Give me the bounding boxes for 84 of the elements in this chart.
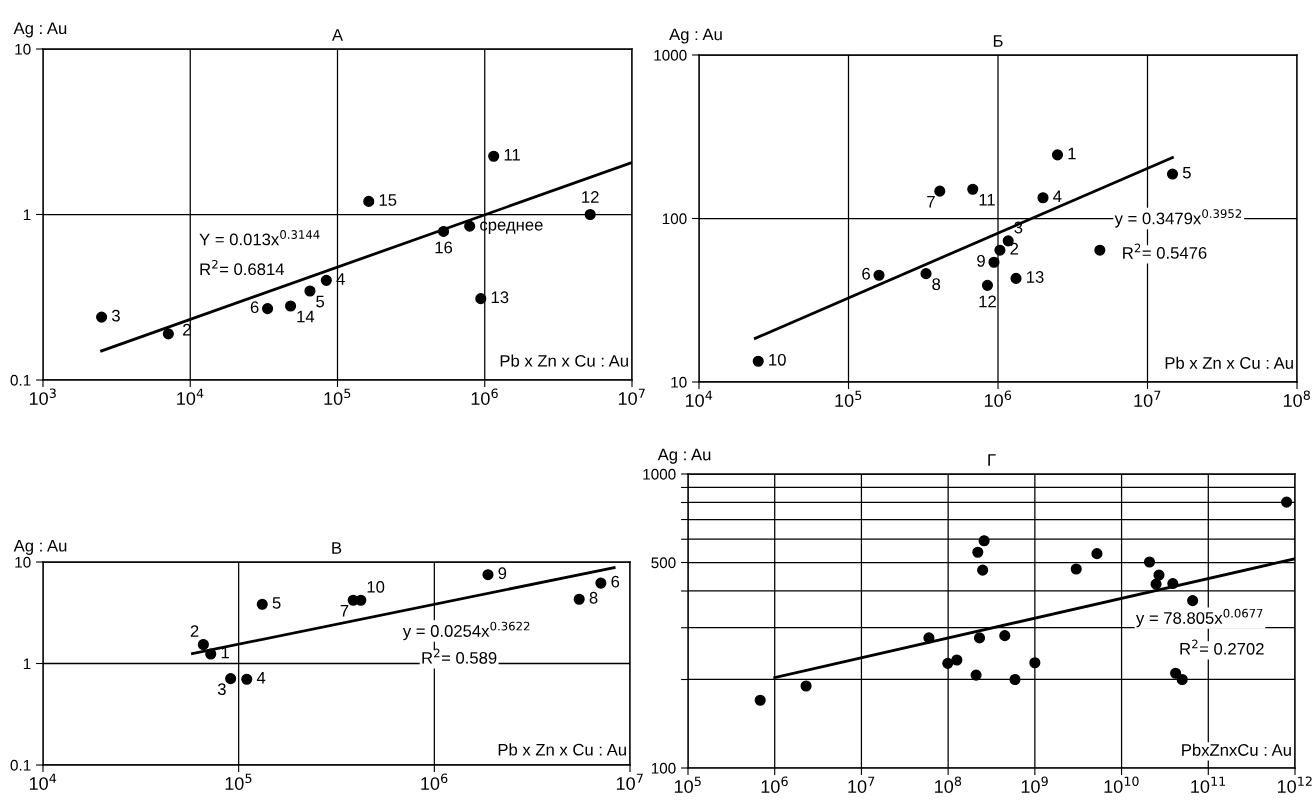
x-tick-label: 10$^{4}$: [29, 773, 57, 790]
annotation: 6: [862, 267, 870, 280]
x-tick-label: 10$^{5}$: [835, 390, 862, 407]
annotation: 7: [927, 195, 935, 208]
y-axis-title: Ag : Au: [13, 539, 67, 555]
annotation: 3: [111, 309, 120, 322]
annotation: 2: [190, 625, 199, 637]
annotation: R$^{2}$= 0.2702: [1180, 639, 1264, 655]
x-tick-label: 10$^{8}$: [1283, 390, 1310, 407]
annotation: 5: [1182, 166, 1191, 179]
chart-title: Г: [988, 454, 996, 466]
x-tick-label: 10$^{11}$: [1191, 776, 1226, 793]
annotation: 9: [498, 567, 507, 580]
annotation: 5: [272, 597, 281, 609]
annotation: 7: [340, 605, 349, 617]
y-tick-label: 100: [662, 213, 687, 225]
annotation: 16: [435, 241, 453, 254]
annotation: y = 78.805x$^{0.0677}$: [1136, 608, 1263, 628]
x-tick-label: 10$^{7}$: [618, 388, 645, 405]
annotation: 9: [977, 254, 985, 267]
x-tick-label: 10$^{8}$: [935, 776, 962, 793]
annotation: R$^{2}$= 0.5476: [1123, 243, 1207, 259]
annotation: 4: [1053, 190, 1062, 203]
annotation: 10: [769, 353, 786, 366]
annotation: 11: [979, 194, 995, 206]
y-axis-title: Ag : Au: [657, 448, 711, 464]
annotation: 13: [1027, 271, 1044, 283]
annotation: 12: [979, 295, 996, 308]
annotation: y = 0.3479x$^{0.3952}$: [1114, 209, 1242, 228]
annotation: 14: [297, 310, 315, 323]
y-tick-label: 10: [671, 376, 687, 388]
annotation: Y = 0.013x$^{0.3144}$: [199, 230, 320, 246]
annotation: 8: [932, 278, 941, 291]
y-tick-label: 0.1: [10, 374, 31, 386]
x-tick-label: 10$^{4}$: [177, 388, 204, 405]
x-tick-label: 10$^{6}$: [761, 776, 788, 793]
annotation: R$^{2}$= 0.6814: [200, 259, 285, 276]
x-axis-title: Pb x Zn x Cu : Au: [1165, 356, 1293, 369]
x-axis-title: PbxZnxCu : Au: [1182, 743, 1291, 756]
annotation: R$^{2}$= 0.589: [422, 648, 497, 664]
x-tick-label: 10$^{7}$: [616, 773, 643, 790]
annotation: 13: [491, 291, 509, 304]
x-axis-title: Pb x Zn x Cu : Au: [500, 354, 628, 367]
x-tick-label: 10$^{7}$: [1134, 390, 1161, 407]
y-tick-label: 0.1: [10, 759, 31, 771]
annotation: 4: [256, 672, 266, 684]
y-tick-label: 500: [651, 557, 676, 569]
annotation: 6: [611, 575, 620, 588]
annotation: y = 0.0254x$^{0.3622}$: [402, 621, 530, 641]
annotation: 2: [1010, 242, 1019, 255]
chart-title: А: [331, 29, 344, 41]
annotation: 12: [582, 191, 599, 203]
x-tick-label: 10$^{6}$: [984, 390, 1012, 407]
annotation: 8: [589, 591, 598, 604]
x-tick-label: 10$^{7}$: [848, 776, 875, 793]
y-axis-title: Ag : Au: [13, 22, 67, 38]
x-tick-label: 10$^{5}$: [225, 773, 252, 790]
y-tick-label: 1000: [654, 49, 687, 61]
x-tick-label: 10$^{5}$: [324, 388, 351, 405]
y-tick-label: 10: [15, 556, 31, 568]
chart-title: В: [332, 542, 342, 554]
x-tick-label: 10$^{5}$: [674, 776, 701, 793]
y-tick-label: 100: [651, 762, 676, 774]
y-axis-title: Ag : Au: [669, 28, 722, 44]
x-tick-label: 10$^{12}$: [1277, 776, 1312, 793]
annotation: 3: [217, 683, 226, 696]
y-tick-label: 1000: [643, 468, 676, 480]
annotation: 15: [379, 194, 397, 206]
x-tick-label: 10$^{6}$: [471, 388, 498, 405]
annotation: 10: [367, 580, 385, 593]
annotation: 11: [504, 149, 520, 161]
y-tick-label: 1: [23, 658, 31, 670]
y-tick-label: 1: [23, 209, 31, 221]
x-tick-label: 10$^{3}$: [29, 388, 56, 405]
annotation: 1: [1068, 147, 1076, 160]
annotation: 5: [316, 295, 325, 308]
x-axis-title: Pb x Zn x Cu : Au: [498, 743, 626, 756]
x-tick-label: 10$^{6}$: [421, 773, 448, 790]
chart-title: Б: [993, 35, 1003, 47]
x-tick-label: 10$^{4}$: [685, 390, 713, 407]
y-tick-label: 10: [15, 43, 31, 55]
annotation: 6: [250, 301, 259, 314]
x-tick-label: 10$^{9}$: [1021, 776, 1048, 793]
x-tick-label: 10$^{10}$: [1104, 776, 1139, 793]
